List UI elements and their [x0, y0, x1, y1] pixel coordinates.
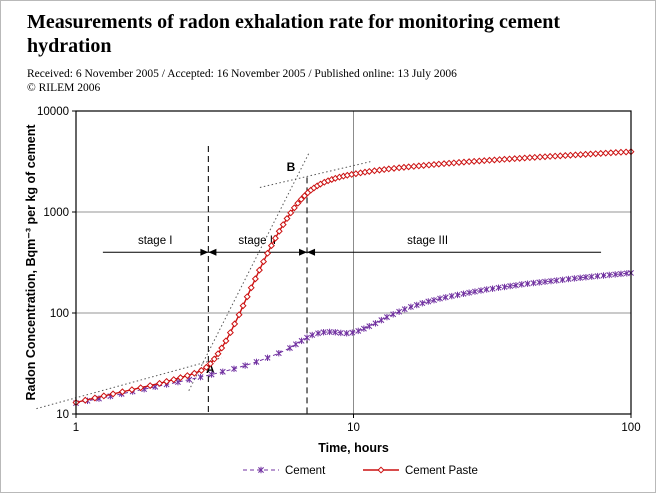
svg-text:Time, hours: Time, hours: [318, 441, 389, 455]
svg-text:Radon Concentration, Bqm⁻³ per: Radon Concentration, Bqm⁻³ per kg of cem…: [24, 123, 38, 400]
svg-text:B: B: [287, 160, 296, 174]
data-series: [72, 147, 635, 407]
svg-text:10000: 10000: [37, 106, 69, 118]
gridlines: [76, 110, 631, 414]
svg-text:1: 1: [73, 422, 79, 434]
chart-annotations: stage I stage II stage III A B: [36, 145, 602, 414]
paper-header: Measurements of radon exhalation rate fo…: [1, 1, 655, 94]
svg-text:100: 100: [50, 308, 69, 320]
svg-text:100: 100: [621, 422, 640, 434]
svg-text:Cement Paste: Cement Paste: [405, 465, 478, 477]
copyright-line: © RILEM 2006: [27, 81, 101, 94]
svg-text:stage I: stage I: [138, 235, 173, 247]
series-cement-paste: [72, 147, 635, 406]
received-accepted-line: Received: 6 November 2005 / Accepted: 16…: [27, 67, 457, 80]
series-cement: [73, 269, 634, 407]
svg-text:10: 10: [56, 409, 69, 421]
radon-concentration-chart: stage I stage II stage III A B 1 10 100 10 100 10…: [24, 106, 641, 477]
svg-text:1000: 1000: [43, 207, 69, 219]
svg-text:A: A: [206, 362, 215, 376]
radon-chart-figure: stage I stage II stage III A B 1 10 100 10 100 10…: [1, 94, 655, 489]
chart-legend: Cement Cement Paste: [243, 465, 478, 477]
axes: 1 10 100 10 100 1000 10000 Time, hours Radon Con…: [24, 106, 641, 455]
svg-text:stage II: stage II: [238, 235, 276, 247]
svg-text:Cement: Cement: [285, 465, 326, 477]
svg-text:10: 10: [347, 422, 360, 434]
paper-title: Measurements of radon exhalation rate fo…: [27, 11, 561, 58]
svg-text:stage III: stage III: [407, 235, 448, 247]
